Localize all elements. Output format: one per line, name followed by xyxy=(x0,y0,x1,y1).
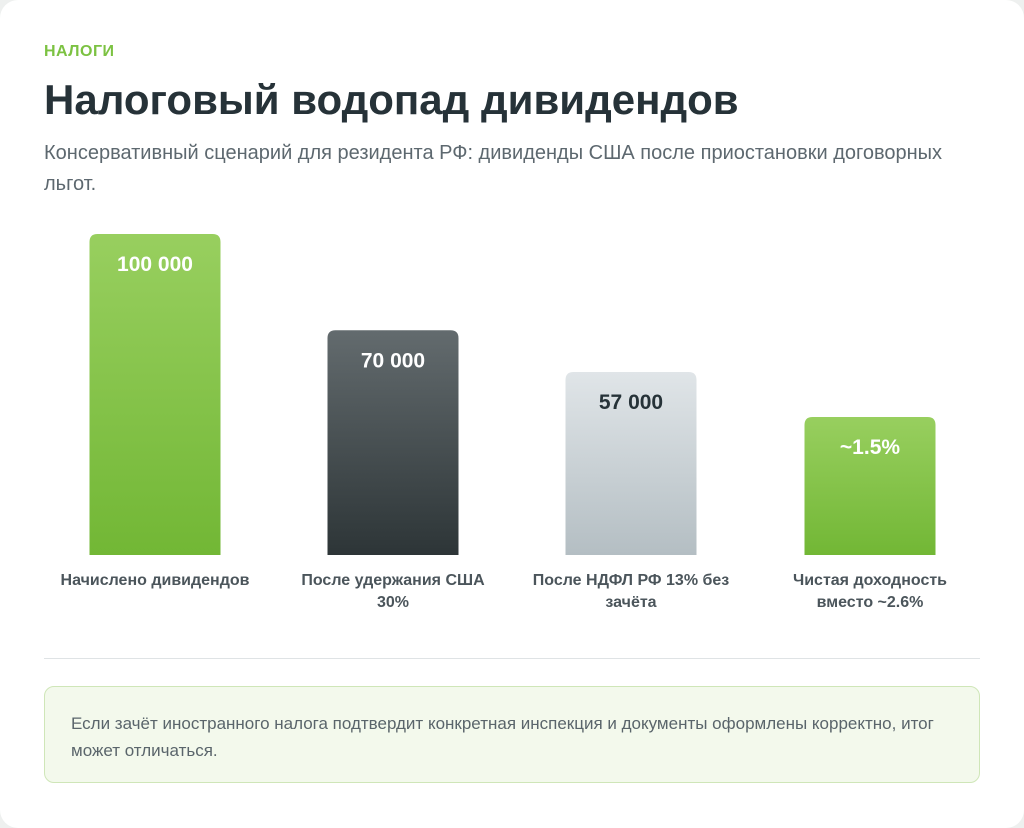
category-label-4: вместо ~2.6% xyxy=(817,594,924,611)
category-label-4: Чистая доходность xyxy=(793,572,947,589)
category-label-2: 30% xyxy=(377,594,409,611)
divider xyxy=(44,658,980,659)
category-label-3: После НДФЛ РФ 13% без xyxy=(533,572,730,589)
bar-4 xyxy=(804,416,936,555)
eyebrow-label: НАЛОГИ xyxy=(44,43,115,60)
category-label-3: зачёта xyxy=(605,594,656,611)
bar-value-label-2: 70 000 xyxy=(361,349,425,372)
waterfall-chart: 100 000 Начислено дивидендов 70 000 После у… xyxy=(61,234,947,611)
bar-2 xyxy=(327,330,459,555)
category-label-2: После удержания США xyxy=(301,572,485,589)
bar-value-label-1: 100 000 xyxy=(117,253,193,276)
bar-1 xyxy=(89,234,221,555)
page-title: Налоговый водопад дивидендов xyxy=(44,76,739,123)
page-subtitle: Консервативный сценарий для резидента РФ… xyxy=(44,142,943,195)
bar-value-label-3: 57 000 xyxy=(599,391,663,414)
disclaimer-note: Если зачёт иностранного налога подтверди… xyxy=(44,686,980,783)
bar-value-label-4: ~1.5% xyxy=(840,436,900,459)
bar-3 xyxy=(565,372,697,555)
category-label-1: Начислено дивидендов xyxy=(61,572,250,589)
